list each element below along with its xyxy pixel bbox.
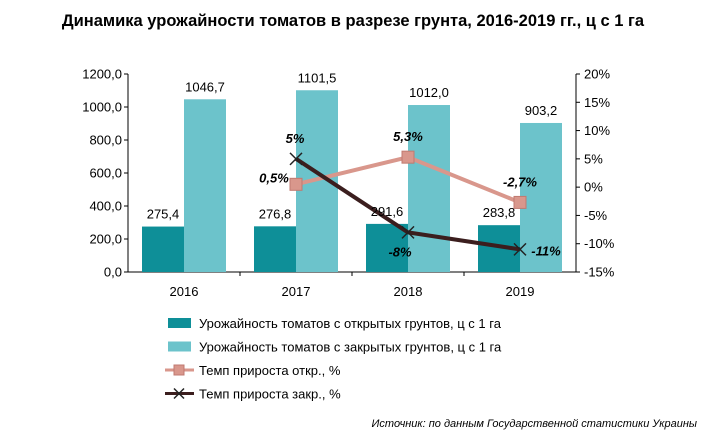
bar (142, 226, 184, 272)
line-marker (513, 195, 527, 209)
legend-label: Темп прироста закр., % (199, 387, 341, 402)
bar (254, 226, 296, 272)
legend-label: Урожайность томатов с открытых грунтов, … (199, 316, 502, 331)
legend-marker (173, 364, 185, 376)
bar-value-label: 903,2 (525, 103, 558, 118)
x-tick-label: 2017 (282, 284, 311, 299)
lines (289, 150, 527, 256)
bar (184, 99, 226, 273)
y-tick-label: 800,0 (89, 133, 122, 148)
bar-value-label: 276,8 (259, 206, 292, 221)
y-tick-label: 600,0 (89, 166, 122, 181)
x-tick-label: 2018 (394, 284, 423, 299)
bar-value-label: 283,8 (483, 205, 516, 220)
y2-tick-label: -5% (584, 208, 608, 223)
line-marker (401, 225, 415, 239)
bar-value-label: 1046,7 (185, 79, 225, 94)
line-value-label: 0,5% (259, 170, 289, 185)
bar (366, 223, 408, 272)
line-marker (289, 177, 303, 191)
legend-label: Темп прироста откр., % (199, 363, 341, 378)
x-tick-label: 2019 (506, 284, 535, 299)
y-tick-label: 200,0 (89, 232, 122, 247)
line-value-label: 5,3% (393, 129, 423, 144)
source-note: Источник: по данным Государственной стат… (372, 418, 697, 430)
legend: Урожайность томатов с открытых грунтов, … (165, 316, 502, 402)
y-tick-label: 1000,0 (82, 100, 122, 115)
chart-title: Динамика урожайности томатов в разрезе г… (62, 12, 645, 30)
y2-tick-label: 15% (584, 95, 610, 110)
y2-tick-label: -10% (584, 236, 615, 251)
y2-tick-label: -15% (584, 265, 615, 280)
x-tick-label: 2016 (170, 284, 199, 299)
line-marker (513, 242, 527, 256)
y2-tick-label: 20% (584, 67, 610, 82)
y-tick-label: 400,0 (89, 199, 122, 214)
bar-value-label: 1012,0 (409, 85, 449, 100)
y2-tick-label: 5% (584, 151, 603, 166)
y2-tick-label: 10% (584, 123, 610, 138)
line-marker (289, 152, 303, 166)
line-value-label: 5% (286, 131, 305, 146)
legend-swatch (168, 318, 191, 328)
bar-value-label: 1101,5 (298, 70, 337, 85)
y-tick-label: 1200,0 (82, 67, 122, 82)
line-value-label: -2,7% (503, 174, 537, 189)
bar-value-label: 291,6 (371, 204, 404, 219)
line-value-label: -8% (388, 244, 412, 259)
y2-tick-label: 0% (584, 180, 603, 195)
line-marker (401, 150, 415, 164)
bar-value-label: 275,4 (147, 207, 180, 222)
legend-label: Урожайность томатов с закрытых грунтов, … (199, 340, 502, 355)
axes: 0,0 200,0 400,0 600,0 800,0 1000,0 1200,0 -15% -… (82, 67, 615, 300)
legend-swatch (168, 341, 191, 352)
legend-marker (173, 387, 185, 400)
bar (520, 122, 562, 272)
line-value-label: -11% (531, 243, 561, 258)
y-tick-label: 0,0 (104, 265, 122, 280)
data-labels: 275,4 276,8 291,6 283,8 1046,7 1101,5 1012,0 90… (147, 70, 561, 259)
bar (408, 105, 450, 273)
